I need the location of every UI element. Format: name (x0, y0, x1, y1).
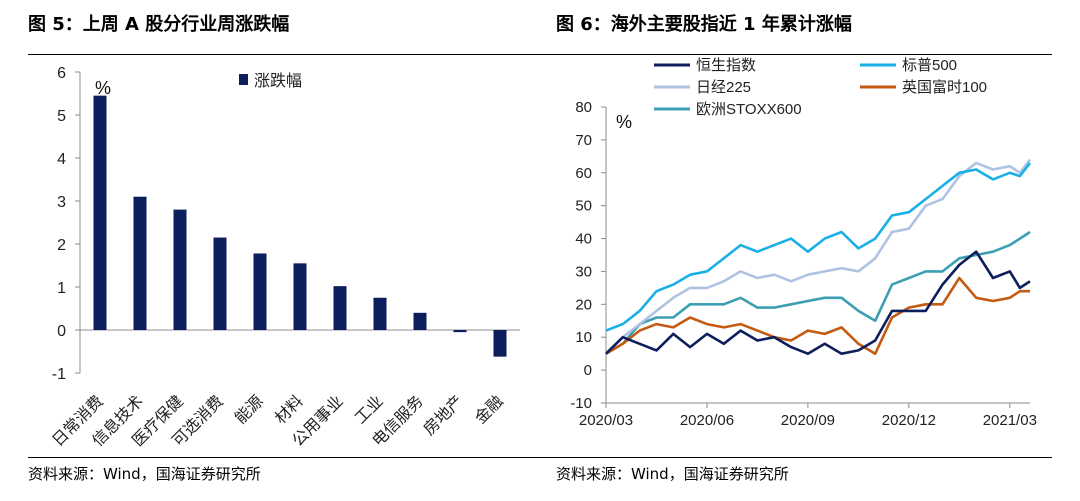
left-x-tick-label: 能源 (231, 392, 266, 427)
left-x-tick-label: 金融 (471, 392, 506, 427)
right-y-tick-label: 10 (575, 329, 592, 346)
left-bar-9 (413, 312, 427, 330)
right-y-tick-label: 60 (575, 165, 592, 182)
left-bar-4 (213, 237, 227, 330)
left-y-tick-label: 6 (57, 65, 66, 82)
left-chart-title: 图 5：上周 A 股分行业周涨跌幅 (28, 14, 290, 35)
right-series-line-3 (605, 158, 1032, 355)
right-y-unit-label: % (616, 112, 632, 132)
right-y-tick-label: -10 (570, 395, 592, 412)
right-legend-label-2: 标普500 (902, 57, 957, 74)
right-series-line-5 (605, 230, 1031, 355)
left-bar-10 (453, 330, 467, 333)
right-x-tick-label: 2021/03 (983, 412, 1037, 429)
left-y-tick-label: -1 (52, 366, 66, 383)
right-y-tick-label: 80 (575, 99, 592, 116)
left-y-tick-label: 2 (57, 237, 66, 254)
right-series-line-4 (605, 276, 1030, 355)
right-x-tick-label: 2020/03 (579, 412, 633, 429)
left-y-tick-label: 3 (57, 194, 66, 211)
right-legend-label-1: 恒生指数 (696, 57, 756, 74)
right-series-line-1 (605, 250, 1031, 355)
left-chart-source: 资料来源：Wind，国海证券研究所 (28, 465, 261, 483)
left-bar-3 (173, 209, 187, 330)
left-legend-label: 涨跌幅 (254, 72, 302, 90)
right-chart-title: 图 6：海外主要股指近 1 年累计涨幅 (556, 14, 852, 35)
right-x-tick-label: 2020/12 (882, 412, 936, 429)
right-legend-label-3: 日经225 (696, 79, 751, 96)
left-bar-11 (493, 330, 507, 357)
right-x-tick-label: 2020/09 (781, 412, 835, 429)
bottom-divider (28, 457, 1052, 458)
right-series-line-2 (605, 162, 1032, 332)
left-bar-2 (133, 196, 147, 330)
left-bar-8 (373, 297, 387, 330)
right-y-tick-label: 30 (575, 263, 592, 280)
left-bar-7 (333, 286, 347, 330)
top-divider (28, 54, 1052, 55)
right-y-tick-label: 50 (575, 198, 592, 215)
left-bar-1 (93, 95, 107, 331)
left-y-tick-label: 0 (57, 323, 66, 340)
left-y-tick-label: 5 (57, 108, 66, 125)
right-chart-source: 资料来源：Wind，国海证券研究所 (556, 465, 789, 483)
right-y-tick-label: 20 (575, 296, 592, 313)
left-y-tick-label: 4 (57, 151, 66, 168)
right-x-tick-label: 2020/06 (680, 412, 734, 429)
left-y-unit-label: % (95, 78, 111, 98)
right-y-tick-label: 0 (584, 362, 592, 379)
left-x-tick-label: 房地产 (420, 392, 467, 439)
left-legend-swatch (239, 74, 248, 85)
left-x-tick-label: 工业 (351, 392, 386, 427)
left-bar-5 (253, 253, 267, 330)
left-bar-6 (293, 263, 307, 330)
left-y-tick-label: 1 (57, 280, 66, 297)
right-legend-label-4: 英国富时100 (902, 78, 987, 96)
right-y-tick-label: 70 (575, 132, 592, 149)
right-legend-label-5: 欧洲STOXX600 (696, 101, 802, 118)
left-x-tick-label: 材料 (271, 392, 306, 427)
right-y-tick-label: 40 (575, 231, 592, 248)
